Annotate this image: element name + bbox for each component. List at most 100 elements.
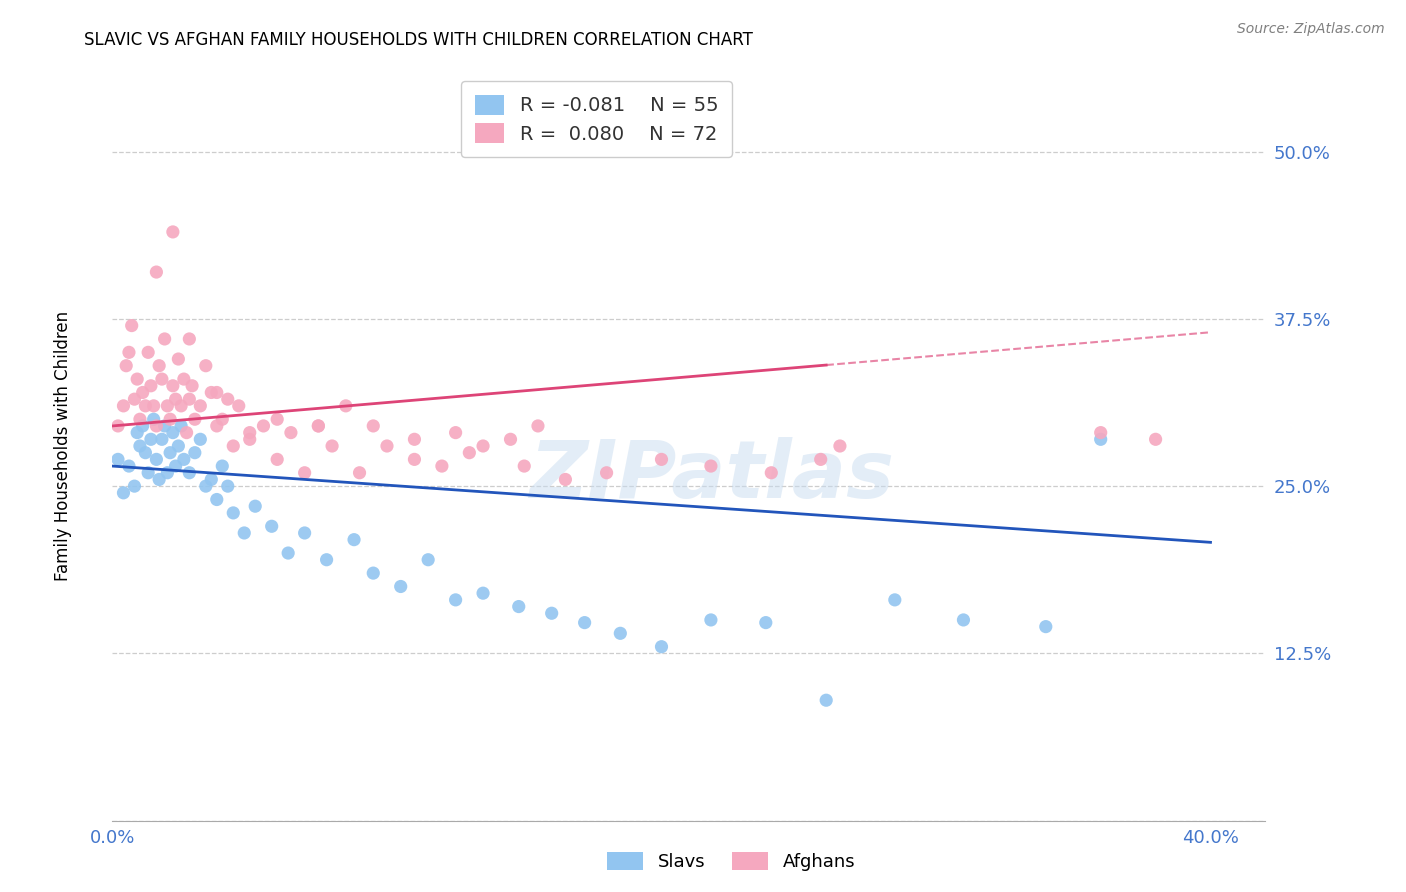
Point <box>150 372 173 386</box>
Point <box>205 492 228 507</box>
Point <box>828 439 851 453</box>
Point <box>1090 425 1112 440</box>
Point <box>200 385 222 400</box>
Point <box>162 425 184 440</box>
Point <box>361 566 384 581</box>
Point <box>107 452 129 467</box>
Point <box>181 379 204 393</box>
Point <box>148 473 170 487</box>
Point <box>156 466 179 480</box>
Point <box>170 419 193 434</box>
Point <box>167 439 190 453</box>
Point <box>513 459 536 474</box>
Point <box>307 419 329 434</box>
Point <box>179 466 201 480</box>
Text: SLAVIC VS AFGHAN FAMILY HOUSEHOLDS WITH CHILDREN CORRELATION CHART: SLAVIC VS AFGHAN FAMILY HOUSEHOLDS WITH … <box>84 31 754 49</box>
Point <box>404 452 426 467</box>
Point <box>188 433 211 447</box>
Point <box>165 459 187 474</box>
Point <box>527 419 550 434</box>
Point <box>700 459 723 474</box>
Point <box>184 412 207 426</box>
Text: Source: ZipAtlas.com: Source: ZipAtlas.com <box>1237 22 1385 37</box>
Point <box>815 693 838 707</box>
Point <box>184 446 207 460</box>
Point <box>179 392 201 407</box>
Point <box>315 553 337 567</box>
Point <box>118 459 141 474</box>
Point <box>145 265 167 279</box>
Point <box>124 479 146 493</box>
Point <box>349 466 371 480</box>
Point <box>554 473 576 487</box>
Point <box>650 452 672 467</box>
Text: ZIPatlas: ZIPatlas <box>530 437 894 515</box>
Point <box>205 419 228 434</box>
Point <box>159 446 181 460</box>
Point <box>188 399 211 413</box>
Point <box>540 607 562 621</box>
Point <box>700 613 723 627</box>
Point <box>176 425 198 440</box>
Point <box>595 466 617 480</box>
Point <box>404 433 426 447</box>
Point <box>260 519 283 533</box>
Point <box>245 500 267 514</box>
Point <box>294 526 316 541</box>
Point <box>153 332 176 346</box>
Point <box>321 439 343 453</box>
Point <box>159 412 181 426</box>
Point <box>761 466 783 480</box>
Point <box>179 332 201 346</box>
Point <box>131 385 153 400</box>
Point <box>430 459 453 474</box>
Point <box>277 546 299 560</box>
Point <box>883 593 905 607</box>
Point <box>499 433 522 447</box>
Point <box>252 419 274 434</box>
Point <box>145 419 167 434</box>
Point <box>280 425 302 440</box>
Point <box>222 506 245 520</box>
Point <box>343 533 366 547</box>
Point <box>609 626 631 640</box>
Point <box>173 452 195 467</box>
Legend: R = -0.081    N = 55, R =  0.080    N = 72: R = -0.081 N = 55, R = 0.080 N = 72 <box>461 81 733 157</box>
Point <box>139 433 162 447</box>
Point <box>112 399 135 413</box>
Point <box>217 479 239 493</box>
Point <box>127 425 149 440</box>
Point <box>233 526 256 541</box>
Point <box>361 419 384 434</box>
Point <box>1144 433 1167 447</box>
Point <box>156 399 179 413</box>
Point <box>228 399 250 413</box>
Point <box>118 345 141 359</box>
Point <box>139 379 162 393</box>
Point <box>205 385 228 400</box>
Point <box>200 473 222 487</box>
Point <box>194 359 217 373</box>
Point <box>148 359 170 373</box>
Point <box>127 372 149 386</box>
Point <box>217 392 239 407</box>
Point <box>650 640 672 654</box>
Point <box>124 392 146 407</box>
Point <box>307 419 329 434</box>
Point <box>112 486 135 500</box>
Point <box>129 439 152 453</box>
Point <box>142 399 165 413</box>
Point <box>129 412 152 426</box>
Point <box>211 412 233 426</box>
Point <box>165 392 187 407</box>
Point <box>134 399 156 413</box>
Point <box>239 433 262 447</box>
Point <box>162 379 184 393</box>
Point <box>194 479 217 493</box>
Point <box>150 433 173 447</box>
Point <box>375 439 398 453</box>
Point <box>145 452 167 467</box>
Point <box>211 459 233 474</box>
Point <box>472 439 495 453</box>
Legend: Slavs, Afghans: Slavs, Afghans <box>600 845 862 879</box>
